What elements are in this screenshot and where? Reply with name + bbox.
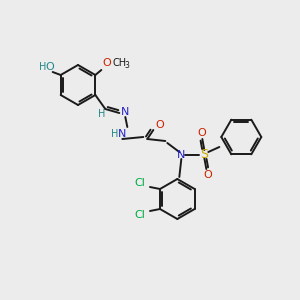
Text: S: S [200, 148, 208, 160]
Text: CH: CH [112, 58, 126, 68]
Text: N: N [177, 150, 185, 160]
Text: N: N [121, 107, 130, 117]
Text: O: O [155, 120, 164, 130]
Text: N: N [118, 129, 127, 139]
Text: H: H [111, 129, 118, 139]
Text: 3: 3 [125, 61, 130, 70]
Text: H: H [98, 109, 105, 119]
Text: O: O [197, 128, 206, 138]
Text: Cl: Cl [135, 210, 146, 220]
Text: O: O [102, 58, 111, 68]
Text: O: O [45, 62, 54, 72]
Text: Cl: Cl [135, 178, 146, 188]
Text: H: H [39, 62, 46, 72]
Text: O: O [203, 170, 212, 180]
